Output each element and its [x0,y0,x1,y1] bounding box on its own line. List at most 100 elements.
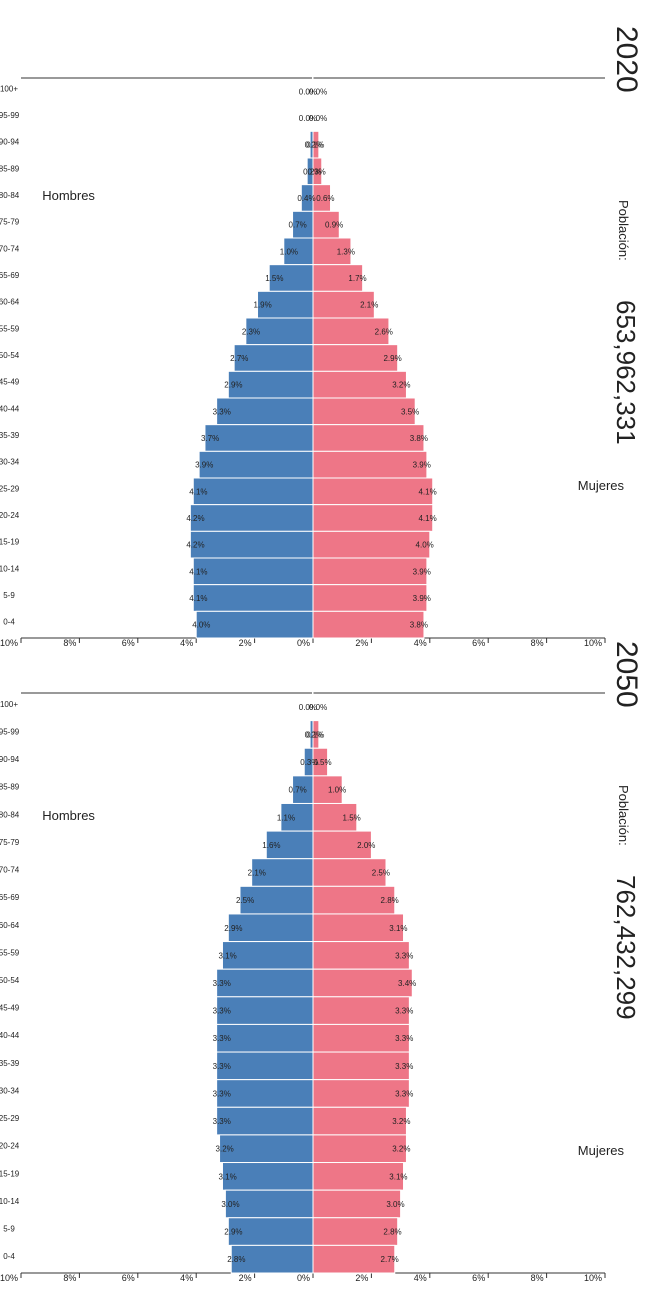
male-bar [195,610,314,639]
female-value-label: 3.8% [410,621,428,630]
female-value-label: 3.4% [398,979,416,988]
female-value-label: 2.9% [383,354,401,363]
female-value-label: 2.6% [375,327,393,336]
male-bar [192,584,314,612]
male-value-label: 4.2% [186,514,204,523]
male-value-label: 0.0% [309,703,327,712]
male-value-label: 4.0% [192,621,210,630]
female-value-label: 3.9% [413,567,431,576]
value-tick-label: 8% [63,1273,76,1283]
age-group-label: 80-84 [0,191,20,200]
female-value-label: 3.0% [386,1200,404,1209]
age-group-label: 85-89 [0,783,20,792]
male-value-label: 3.3% [213,1089,231,1098]
male-value-label: 1.9% [254,301,272,310]
male-value-label: 4.1% [189,487,207,496]
value-tick-label: 2% [355,638,368,648]
female-value-label: 2.7% [381,1255,399,1264]
female-value-label: 0.6% [316,194,334,203]
female-bar [312,450,428,479]
male-value-label: 0.2% [303,167,321,176]
male-value-label: 2.1% [248,869,266,878]
value-tick-label: 4% [180,1273,193,1283]
male-value-label: 1.6% [262,841,280,850]
age-group-label: 5-9 [3,591,15,600]
male-bar [216,996,314,1025]
age-group-label: 55-59 [0,324,20,333]
year-title: 2020 [610,26,643,93]
age-group-label: 35-39 [0,431,20,440]
age-group-label: 50-54 [0,351,20,360]
female-value-label: 4.0% [416,541,434,550]
male-label: Hombres [42,188,95,203]
value-tick-label: 6% [472,1273,485,1283]
age-group-label: 100+ [0,700,18,709]
male-value-label: 0.7% [289,221,307,230]
male-bar [192,477,314,506]
age-group-label: 30-34 [0,458,20,467]
male-value-label: 0.7% [289,786,307,795]
female-value-label: 1.0% [328,786,346,795]
male-value-label: 1.0% [280,247,298,256]
male-value-label: 0.4% [297,194,315,203]
female-value-label: 4.1% [418,514,436,523]
female-value-label: 3.9% [413,594,431,603]
population-label: Población: [616,200,631,261]
male-value-label: 3.3% [213,1062,231,1071]
age-group-label: 45-49 [0,1004,20,1013]
male-bar [216,1106,314,1136]
male-value-label: 0.0% [309,114,327,123]
value-tick-label: 6% [122,638,135,648]
female-value-label: 3.2% [392,381,410,390]
male-value-label: 3.9% [195,461,213,470]
age-group-label: 60-64 [0,298,20,307]
age-group-label: 70-74 [0,866,20,875]
age-group-label: 15-19 [0,1169,20,1178]
female-value-label: 2.1% [360,301,378,310]
male-bar [216,968,314,998]
age-group-label: 25-29 [0,484,20,493]
age-group-label: 45-49 [0,378,20,387]
value-tick-label: 0% [297,1273,310,1283]
age-group-label: 75-79 [0,838,20,847]
female-value-label: 0.9% [325,221,343,230]
male-value-label: 3.7% [201,434,219,443]
male-value-label: 0.1% [306,730,324,739]
male-bar [189,504,314,532]
female-value-label: 3.3% [395,1007,413,1016]
female-value-label: 3.3% [395,1062,413,1071]
female-bar [312,557,428,586]
age-group-label: 65-69 [0,271,20,280]
value-tick-label: 10% [0,638,18,648]
age-group-label: 0-4 [3,1252,15,1261]
male-value-label: 4.2% [186,541,204,550]
female-label: Mujeres [578,1143,625,1158]
female-bar [312,1244,396,1274]
female-label: Mujeres [578,478,625,493]
female-value-label: 0.0% [299,87,317,96]
female-bar [312,424,425,452]
value-tick-label: 10% [584,1273,602,1283]
value-tick-label: 8% [63,638,76,648]
female-value-label: 0.2% [305,141,323,150]
age-group-label: 40-44 [0,404,20,413]
value-tick-label: 6% [122,1273,135,1283]
age-group-label: 60-64 [0,921,20,930]
female-value-label: 0.3% [308,167,326,176]
age-group-label: 100+ [0,84,18,93]
female-value-label: 0.5% [313,758,331,767]
age-group-label: 30-34 [0,1086,20,1095]
female-value-label: 3.8% [410,434,428,443]
value-tick-label: 0% [297,638,310,648]
female-value-label: 3.9% [413,461,431,470]
male-value-label: 0.3% [300,758,318,767]
male-value-label: 3.3% [213,1117,231,1126]
female-value-label: 3.3% [395,951,413,960]
male-value-label: 3.1% [218,1172,236,1181]
female-value-label: 4.1% [418,487,436,496]
value-tick-label: 4% [414,638,427,648]
male-value-label: 2.9% [224,1228,242,1237]
female-value-label: 0.0% [299,114,317,123]
male-value-label: 3.3% [213,1034,231,1043]
